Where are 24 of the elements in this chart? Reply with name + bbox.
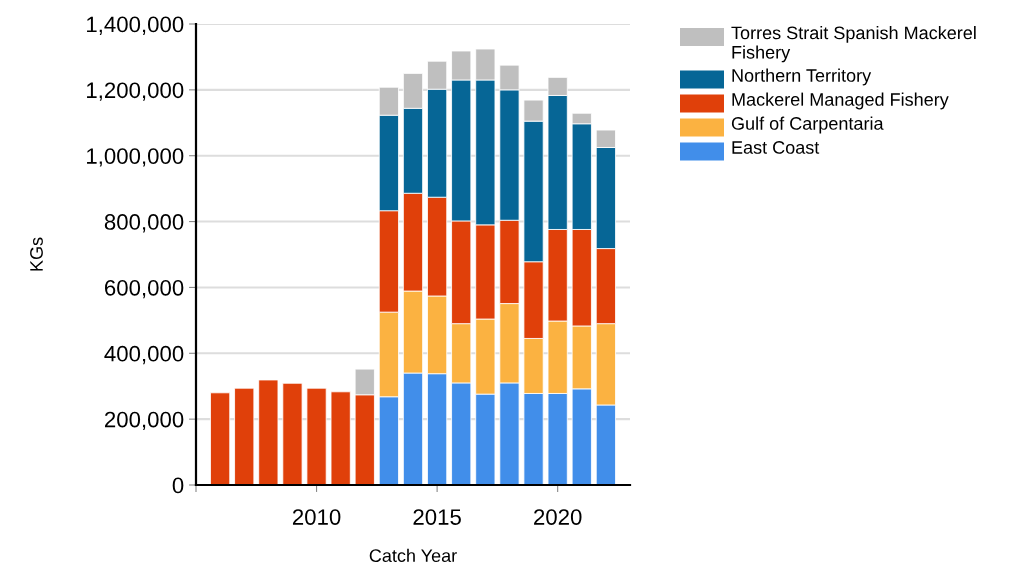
legend-label: Northern Territory [732, 68, 872, 86]
y-tick-label: 1,200,000 [87, 82, 184, 101]
y-tick-label: 600,000 [105, 279, 184, 299]
bar [282, 382, 303, 485]
y-tick-label: 1,000,000 [87, 148, 184, 167]
x-tick-label: 2015 [413, 509, 461, 525]
legend-label: Torres Strait Spanish Mackerel Fishery [731, 26, 976, 63]
x-axis-title: Catch Year [369, 548, 457, 563]
y-tick-label: 200,000 [104, 411, 184, 431]
y-axis-title: KGs [30, 237, 43, 271]
legend-label: East Coast [732, 141, 820, 154]
bar [330, 391, 351, 485]
bar [258, 379, 279, 485]
bar [234, 387, 255, 485]
y-tick-label: 400,000 [104, 345, 184, 365]
bar [210, 392, 231, 485]
x-tick-label: 2020 [534, 509, 582, 525]
legend-label: Mackerel Managed Fishery [732, 92, 949, 110]
y-tick-label: 800,000 [104, 214, 184, 233]
x-tick-label: 2010 [292, 509, 341, 525]
y-tick-label: 0 [172, 477, 184, 494]
legend-label: Gulf of Carpentaria [731, 116, 884, 134]
y-tick-label: 1,400,000 [87, 16, 184, 35]
bar [306, 387, 327, 485]
